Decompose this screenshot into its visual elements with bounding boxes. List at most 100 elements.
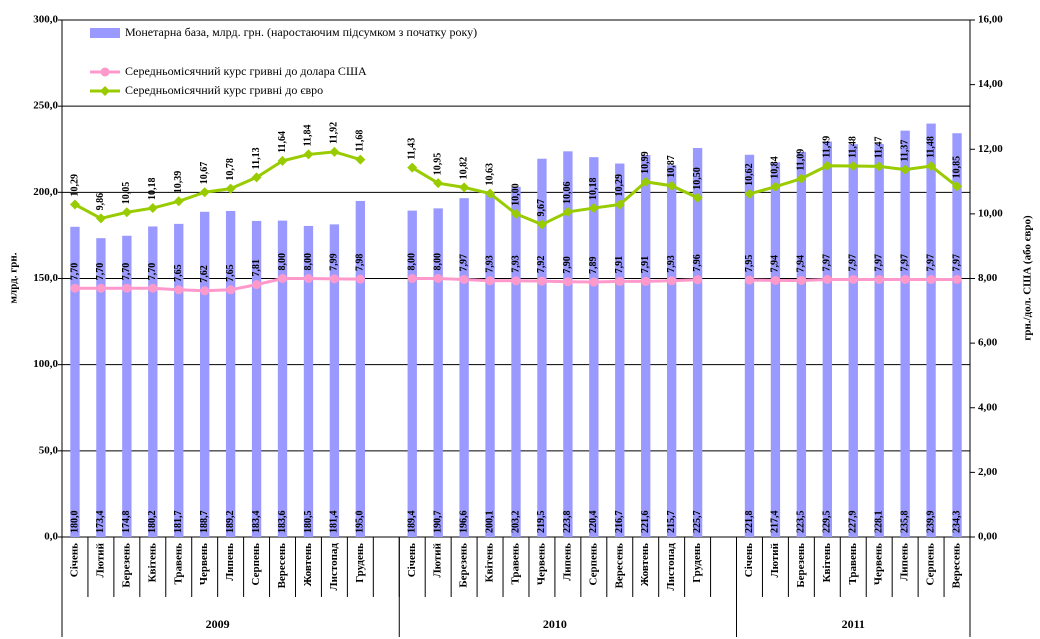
line-value-label: 7,97 [873,254,884,272]
marker [225,183,236,194]
line-value-label: 9,67 [536,199,547,217]
marker [329,274,339,284]
marker [822,274,832,284]
bar [900,130,910,537]
y-tick-label: 300,0 [33,14,58,26]
bar [952,133,962,537]
group-label: 2011 [842,617,865,631]
bar-value-label: 228,1 [873,511,884,534]
line-value-label: 7,99 [329,253,340,271]
line-value-label: 10,29 [69,174,80,197]
x-tick-label: Червень [198,543,210,585]
line-value-label: 10,50 [692,167,703,190]
line-value-label: 11,49 [822,136,833,158]
marker [278,274,288,283]
line-value-label: 9,86 [95,193,106,211]
line-value-label: 7,94 [770,255,781,273]
group-label: 2010 [543,617,567,631]
line-value-label: 7,96 [692,254,703,272]
line-value-label: 7,81 [251,259,262,277]
marker [173,196,184,207]
marker [667,276,677,286]
bar-value-label: 217,4 [770,511,781,534]
bar-value-label: 239,9 [925,511,936,534]
bar-value-label: 203,2 [510,511,521,534]
group-label: 2009 [206,617,230,631]
legend-label: Монетарна база, млрд. грн. (наростаючим … [125,25,477,39]
bar-value-label: 173,4 [95,511,106,534]
marker [355,274,365,284]
x-tick-label: Листопад [328,543,340,591]
line-value-label: 10,82 [458,157,469,180]
marker [952,274,962,284]
line-value-label: 10,78 [225,158,236,181]
marker [303,149,314,160]
x-tick-label: Лютий [769,542,781,577]
bar [433,208,443,537]
bar-value-label: 189,4 [407,511,418,534]
marker [848,274,858,284]
line-value-label: 10,05 [121,182,132,205]
marker [588,203,599,214]
marker [433,178,444,189]
bar [200,211,210,537]
line-value-label: 10,18 [147,178,158,201]
line-value-label: 11,37 [899,140,910,162]
x-tick-label: Січень [69,543,81,577]
bar [225,210,236,538]
marker [952,181,963,192]
bar [744,154,755,538]
line [74,150,361,220]
line-value-label: 10,63 [484,163,495,186]
bar-value-label: 195,0 [355,511,366,534]
bar [148,226,158,538]
marker [666,180,677,191]
bar-value-label: 227,9 [848,511,859,534]
marker [796,275,806,285]
marker [744,188,755,199]
y-axis-label: млрд. грн. [8,252,20,303]
line-value-label: 11,64 [277,131,288,153]
line-value-label: 10,00 [510,183,521,206]
x-tick-label: Листопад [665,543,677,591]
marker [200,286,210,296]
marker [433,274,443,283]
marker [485,276,495,286]
bar-value-label: 221,6 [640,511,651,534]
x-tick-label: Лютий [94,542,106,577]
x-tick-label: Березень [795,543,807,588]
line-value-label: 10,87 [666,155,677,178]
marker [485,188,496,199]
marker [848,161,859,172]
bar [329,224,340,537]
y2-axis-label: грн./дол. США (або євро) [1022,215,1034,341]
x-tick-label: Квітень [821,543,833,583]
x-tick-label: Липень [561,543,573,581]
x-tick-label: Вересень [613,543,625,589]
x-tick-label: Травень [172,543,184,585]
y-tick-label: 50,0 [39,444,59,456]
bar-value-label: 188,7 [199,511,210,534]
marker [744,275,754,285]
line-value-label: 10,84 [770,156,781,179]
x-tick-label: Грудень [691,543,703,583]
line-value-label: 7,97 [951,254,962,272]
line-value-label: 7,65 [173,264,184,282]
legend-label: Середньомісячний курс гривні до євро [125,83,323,97]
bar [537,158,547,537]
line-value-label: 11,84 [303,124,314,146]
bar-value-label: 181,7 [173,511,184,534]
x-tick-label: Серпень [587,543,599,586]
bar-value-label: 181,4 [329,511,340,534]
marker [277,155,288,166]
line-value-label: 7,70 [69,263,80,281]
x-tick-label: Жовтень [639,543,651,587]
line-value-label: 10,85 [951,156,962,179]
line-value-label: 8,00 [303,253,314,271]
marker [692,192,703,203]
bar [641,155,651,538]
x-tick-label: Серпень [250,543,262,586]
x-tick-label: Червень [873,543,885,585]
x-tick-label: Січень [743,543,755,577]
bar [122,235,132,537]
